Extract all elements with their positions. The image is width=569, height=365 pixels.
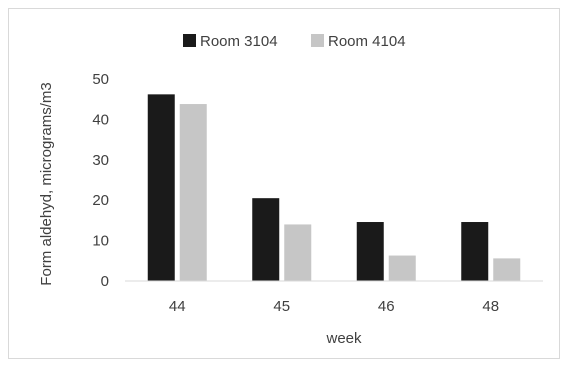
x-tick-label: 48 xyxy=(482,298,499,315)
bar-room-4104-week-45 xyxy=(284,224,312,281)
legend-label: Room 4104 xyxy=(328,33,406,50)
legend-swatch xyxy=(311,34,324,47)
y-tick-label: 20 xyxy=(92,192,109,209)
bar-room-3104-week-45 xyxy=(252,198,280,281)
chart-frame xyxy=(8,8,560,359)
bar-room-3104-week-46 xyxy=(356,222,384,281)
y-tick-label: 0 xyxy=(101,273,109,290)
x-axis-ticks: 44 45 46 48 xyxy=(169,298,499,315)
legend: Room 3104 Room 4104 xyxy=(183,33,406,50)
y-tick-label: 40 xyxy=(92,111,109,128)
x-tick-label: 44 xyxy=(169,298,186,315)
y-tick-label: 10 xyxy=(92,233,109,250)
x-axis-title: week xyxy=(325,330,362,347)
y-axis-title: Form aldehyd, micrograms/m3 xyxy=(38,82,55,285)
legend-label: Room 3104 xyxy=(200,33,278,50)
x-tick-label: 45 xyxy=(273,298,290,315)
legend-swatch xyxy=(183,34,196,47)
y-axis-ticks: 0 10 20 30 40 50 xyxy=(92,71,109,290)
bar-room-4104-week-44 xyxy=(179,104,207,281)
bar-room-3104-week-48 xyxy=(461,222,489,281)
bar-room-3104-week-44 xyxy=(147,94,175,282)
y-tick-label: 50 xyxy=(92,71,109,88)
bars xyxy=(147,94,521,282)
y-tick-label: 30 xyxy=(92,152,109,169)
x-tick-label: 46 xyxy=(378,298,395,315)
bar-room-4104-week-48 xyxy=(493,258,521,281)
bar-room-4104-week-46 xyxy=(388,255,416,281)
